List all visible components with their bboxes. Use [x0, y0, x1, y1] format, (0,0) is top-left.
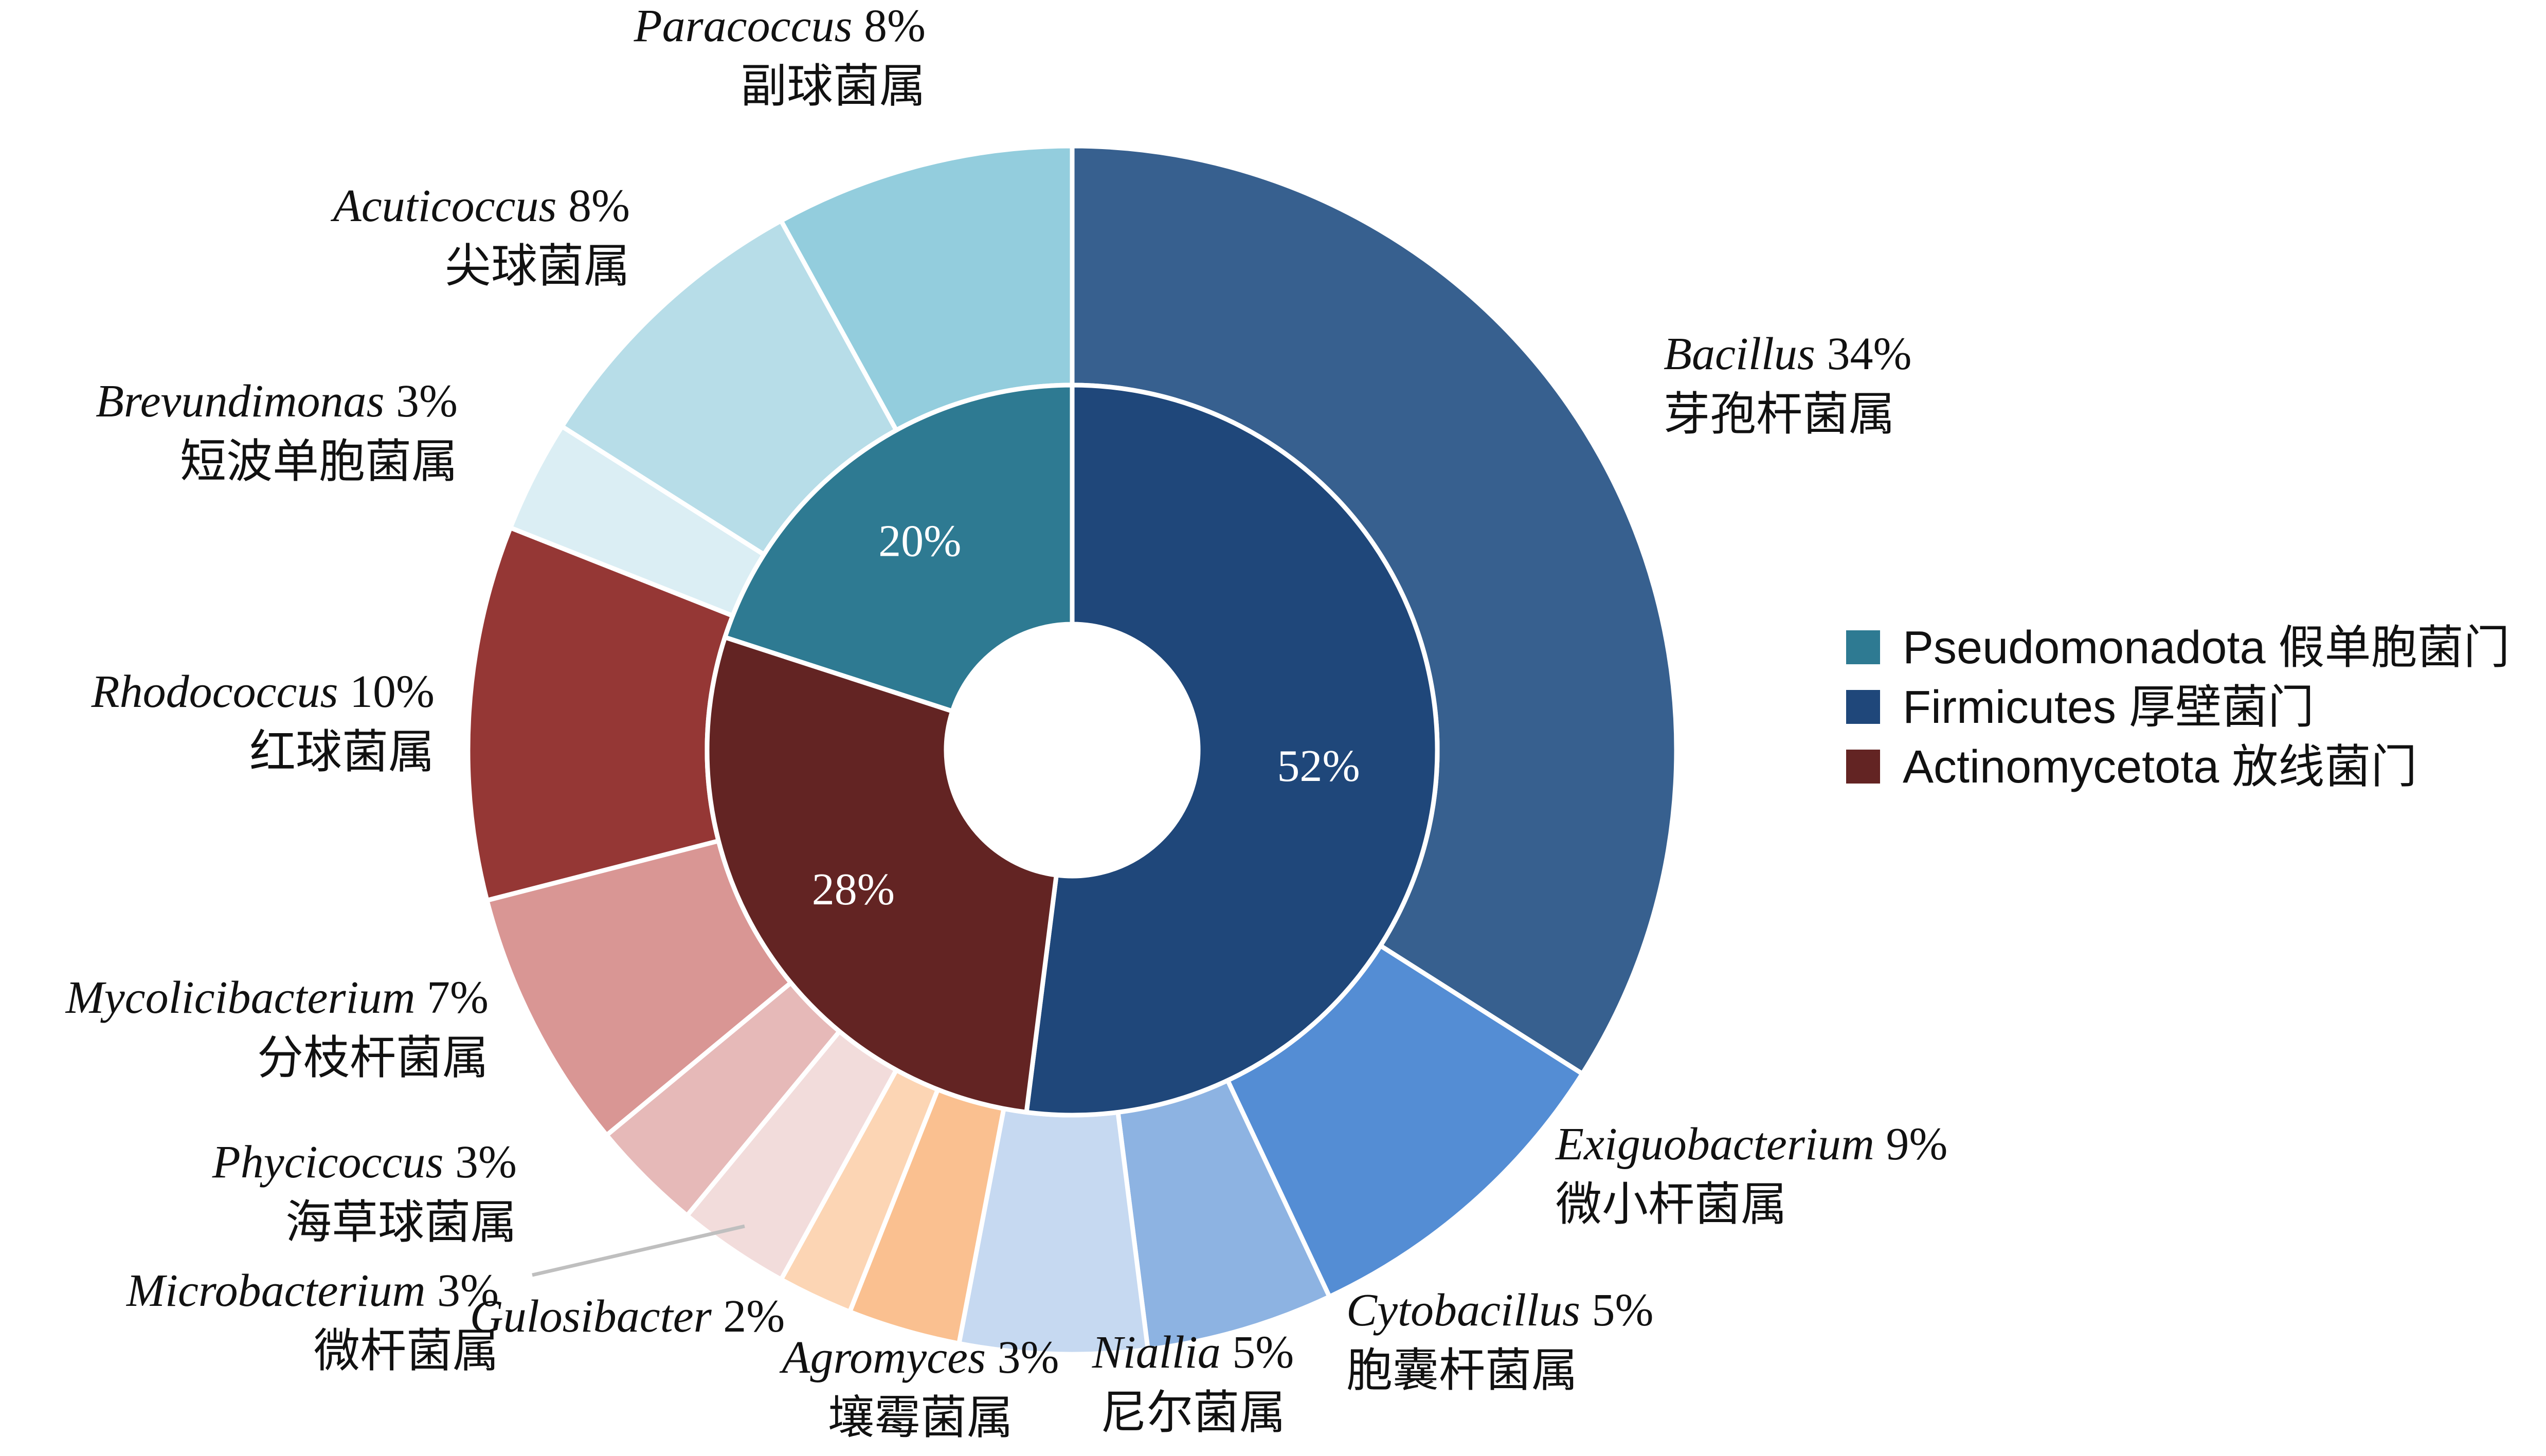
genus-percent: 8% — [853, 1, 926, 51]
genus-cn-label: 胞囊杆菌属 — [1346, 1345, 1578, 1396]
genus-label: Acuticoccus 8% — [331, 180, 630, 231]
outer-label-niallia: Niallia 5% 尼尔菌属 — [1092, 1327, 1294, 1439]
genus-label: Niallia 5% — [1092, 1327, 1294, 1378]
genus-percent: 7% — [416, 972, 489, 1023]
genus-percent: 3% — [426, 1265, 499, 1316]
genus-name: Acuticoccus — [331, 180, 557, 231]
genus-name: Microbacterium — [125, 1265, 426, 1316]
genus-name: Agromyces — [779, 1332, 986, 1383]
inner-slice-pseudomonadota — [722, 383, 1075, 714]
genus-percent: 5% — [1580, 1285, 1653, 1336]
genus-name: Mycolicibacterium — [65, 972, 416, 1023]
outer-ring — [465, 143, 1679, 1357]
legend-label-3: Actinomycetota 放线菌门 — [1903, 741, 2417, 793]
outer-label-bacillus: Bacillus 34% 芽孢杆菌属 — [1664, 329, 1911, 440]
genus-label: Mycolicibacterium 7% — [65, 972, 489, 1023]
genus-percent: 34% — [1815, 329, 1911, 379]
legend-swatch-1 — [1846, 630, 1880, 664]
inner-ring-labels: 20% 52% 28% — [812, 516, 1360, 915]
genus-label: Microbacterium 3% — [125, 1265, 499, 1316]
outer-label-exiguobacterium: Exiguobacterium 9% 微小杆菌属 — [1555, 1119, 1947, 1230]
genus-label: Exiguobacterium 9% — [1555, 1119, 1947, 1170]
outer-label-brevundimonas: Brevundimonas 3% 短波单胞菌属 — [96, 376, 458, 487]
genus-cn-label: 微小杆菌属 — [1556, 1179, 1787, 1230]
genus-label: Bacillus 34% — [1664, 329, 1911, 379]
inner-slice-label-actinomycetota: 28% — [812, 865, 895, 915]
genus-name: Exiguobacterium — [1555, 1119, 1874, 1170]
inner-ring — [705, 383, 1440, 1118]
genus-label: Phycicoccus 3% — [212, 1137, 517, 1188]
outer-label-gulosibacter: Gulosibacter 2% — [470, 1291, 785, 1342]
genus-percent: 2% — [712, 1291, 785, 1342]
outer-label-microbacterium: Microbacterium 3% 微杆菌属 — [125, 1265, 499, 1377]
genus-label: Gulosibacter 2% — [470, 1291, 785, 1342]
outer-label-agromyces: Agromyces 3% 壤霉菌属 — [779, 1332, 1059, 1444]
genus-cn-label: 微杆菌属 — [314, 1326, 499, 1377]
legend-swatch-3 — [1846, 750, 1880, 784]
outer-label-cytobacillus: Cytobacillus 5%胞囊杆菌属 — [1346, 1285, 1653, 1396]
genus-percent: 3% — [986, 1332, 1059, 1383]
genus-cn-label: 芽孢杆菌属 — [1664, 389, 1895, 440]
genus-name: Gulosibacter — [470, 1291, 712, 1342]
outer-ring-labels: Bacillus 34% 芽孢杆菌属 Exiguobacterium 9% 微小杆菌属… — [65, 1, 1948, 1444]
genus-name: Paracoccus — [634, 1, 853, 51]
genus-name: Phycicoccus — [212, 1137, 444, 1188]
outer-label-phycicoccus: Phycicoccus 3% 海草球菌属 — [212, 1137, 517, 1248]
legend: Pseudomonadota 假单胞菌门 Firmicutes 厚壁菌门 Actin… — [1846, 622, 2510, 793]
genus-percent: 9% — [1874, 1119, 1947, 1170]
genus-label: Cytobacillus 5% — [1346, 1285, 1653, 1336]
genus-name: Brevundimonas — [96, 376, 385, 427]
genus-name: Cytobacillus — [1346, 1285, 1580, 1336]
legend-label-2: Firmicutes 厚壁菌门 — [1903, 682, 2314, 733]
legend-swatch-2 — [1846, 690, 1880, 724]
genus-cn-label: 尼尔菌属 — [1100, 1388, 1286, 1439]
leader-lines — [532, 1224, 745, 1277]
inner-slice-firmicutes — [1023, 383, 1440, 1118]
genus-cn-label: 尖球菌属 — [445, 241, 630, 292]
genus-label: Rhodococcus 10% — [91, 666, 435, 717]
genus-name: Rhodococcus — [91, 666, 338, 717]
inner-slice-actinomycetota — [705, 634, 1059, 1115]
genus-cn-label: 副球菌属 — [741, 61, 926, 112]
genus-label: Agromyces 3% — [779, 1332, 1059, 1383]
genus-percent: 8% — [557, 180, 630, 231]
outer-label-rhodococcus: Rhodococcus 10% 红球菌属 — [91, 666, 435, 778]
genus-cn-label: 短波单胞菌属 — [180, 436, 458, 487]
inner-slice-label-firmicutes: 52% — [1277, 741, 1360, 791]
genus-percent: 5% — [1221, 1327, 1294, 1378]
genus-cn-label: 壤霉菌属 — [828, 1393, 1013, 1444]
genus-cn-label: 海草球菌属 — [285, 1197, 517, 1248]
genus-percent: 10% — [338, 666, 435, 717]
genus-name: Niallia — [1092, 1327, 1221, 1378]
outer-label-paracoccus: Paracoccus 8% 副球菌属 — [634, 1, 926, 112]
outer-label-mycolicibacterium: Mycolicibacterium 7% 分枝杆菌属 — [65, 972, 489, 1084]
genus-label: Brevundimonas 3% — [96, 376, 458, 427]
genus-name: Bacillus — [1664, 329, 1815, 379]
genus-cn-label: 分枝杆菌属 — [257, 1033, 489, 1084]
legend-label-1: Pseudomonadota 假单胞菌门 — [1903, 622, 2510, 674]
genus-percent: 3% — [444, 1137, 517, 1188]
outer-label-acuticoccus: Acuticoccus 8% 尖球菌属 — [331, 180, 630, 292]
inner-slice-label-pseudomonadota: 20% — [878, 516, 961, 566]
genus-label: Paracoccus 8% — [634, 1, 926, 51]
genus-cn-label: 红球菌属 — [249, 727, 435, 778]
genus-percent: 3% — [385, 376, 458, 427]
leader-line-microbacterium — [532, 1224, 745, 1277]
